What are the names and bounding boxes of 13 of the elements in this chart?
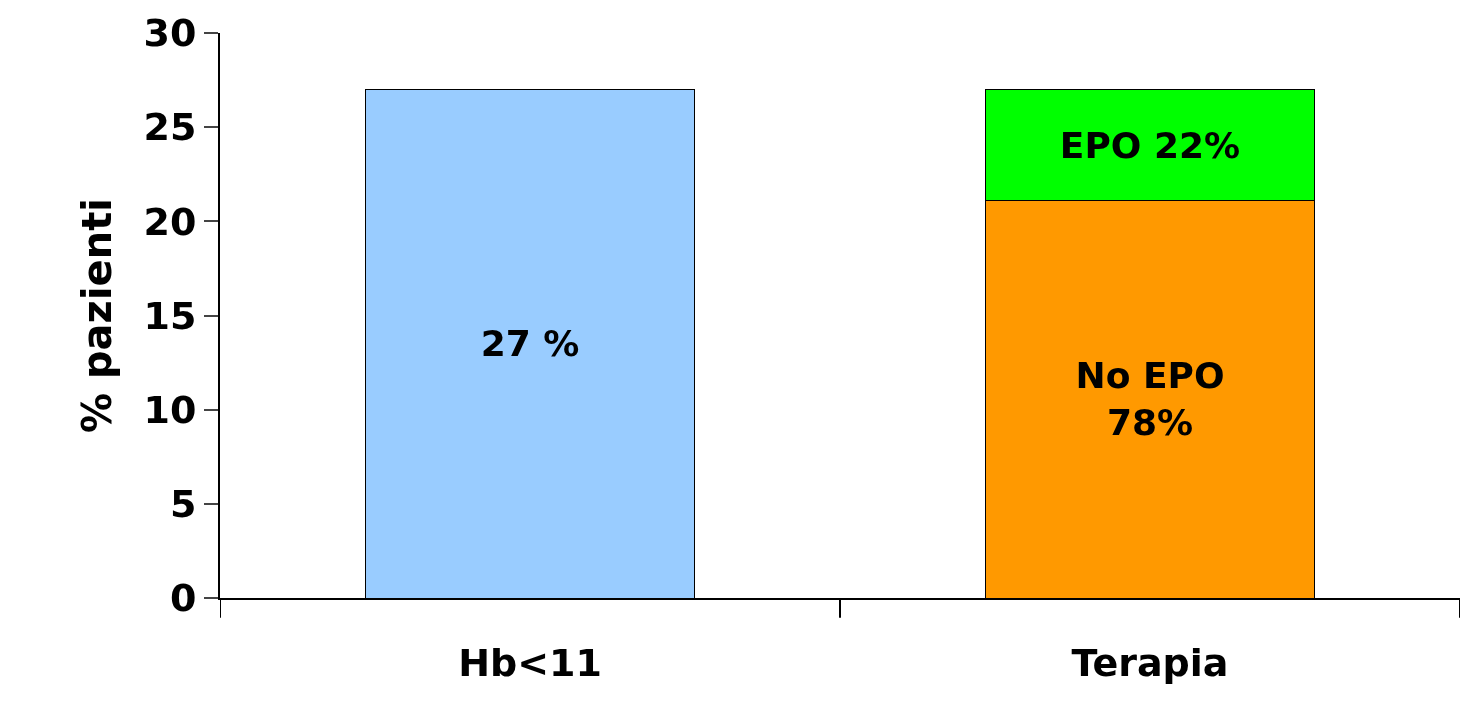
y-tick-label: 25 xyxy=(143,105,197,150)
y-tick-label: 0 xyxy=(169,576,197,621)
y-tick-label: 15 xyxy=(143,293,197,338)
x-tick-label: Terapia xyxy=(1071,640,1229,685)
y-tick-label: 30 xyxy=(143,11,197,56)
y-tick-label: 10 xyxy=(143,387,197,432)
data-label: No EPO 78% xyxy=(1075,355,1225,444)
y-tick-label: 5 xyxy=(169,482,197,527)
y-axis-title: % pazienti xyxy=(73,197,120,434)
x-tick-label: Hb<11 xyxy=(458,640,602,685)
data-label: 27 % xyxy=(480,323,580,365)
data-label: EPO 22% xyxy=(1059,124,1241,166)
y-tick-label: 20 xyxy=(143,199,197,244)
